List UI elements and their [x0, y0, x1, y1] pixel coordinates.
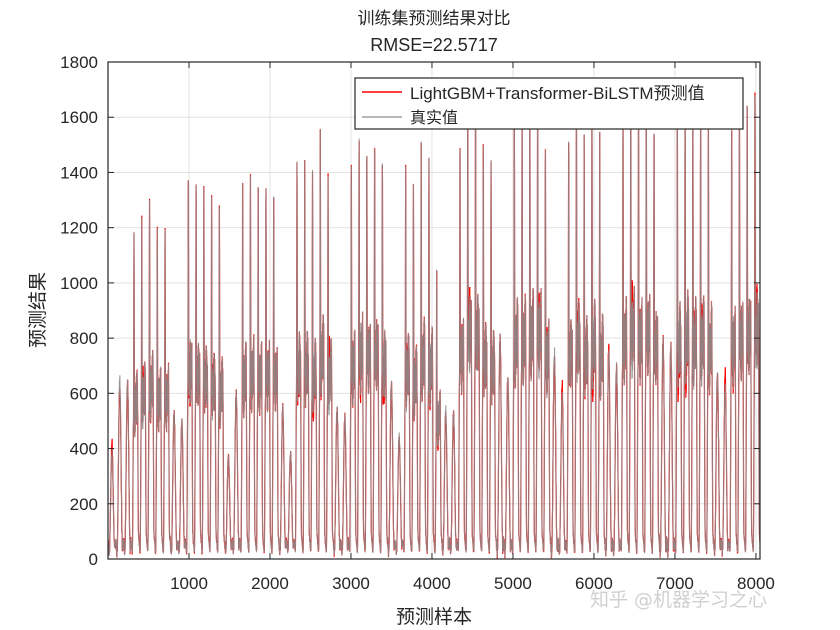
- x-tick-label: 7000: [656, 574, 694, 593]
- x-tick-label: 2000: [251, 574, 289, 593]
- legend-label-actual: 真实值: [410, 108, 458, 127]
- legend-box: [354, 77, 744, 130]
- series-lines: [107, 90, 761, 559]
- watermark: 知乎 @机器学习之心: [590, 589, 767, 611]
- y-tick-label: 200: [70, 495, 98, 514]
- y-tick-label: 1600: [60, 108, 98, 127]
- y-tick-label: 1400: [60, 163, 98, 182]
- x-tick-label: 3000: [332, 574, 370, 593]
- legend: LightGBM+Transformer-BiLSTM预测值 真实值: [354, 77, 744, 130]
- y-tick-label: 1200: [60, 219, 98, 238]
- y-tick-label: 800: [70, 329, 98, 348]
- chart-subtitle: RMSE=22.5717: [370, 35, 498, 55]
- axes-box: [107, 61, 761, 560]
- x-tick-label: 1000: [170, 574, 208, 593]
- x-axis-label: 预测样本: [396, 606, 472, 628]
- plot-area: [108, 62, 760, 559]
- x-tick-label: 4000: [413, 574, 451, 593]
- y-tick-label: 400: [70, 440, 98, 459]
- y-tick-label: 600: [70, 384, 98, 403]
- y-tick-label: 1800: [60, 53, 98, 72]
- x-tick-label: 6000: [575, 574, 613, 593]
- legend-label-prediction: LightGBM+Transformer-BiLSTM预测值: [410, 84, 705, 103]
- x-tick-label: 5000: [494, 574, 532, 593]
- y-axis-label: 预测结果: [27, 272, 49, 348]
- x-tick-label: 8000: [737, 574, 775, 593]
- y-tick-label: 1000: [60, 274, 98, 293]
- y-tick-label: 0: [89, 550, 98, 569]
- chart-title: 训练集预测结果对比: [358, 9, 511, 29]
- series-line-actual: [107, 90, 761, 558]
- ticks: 1000 2000 3000 4000 5000 6000 7000 8000 0 200 400 6…: [60, 53, 775, 593]
